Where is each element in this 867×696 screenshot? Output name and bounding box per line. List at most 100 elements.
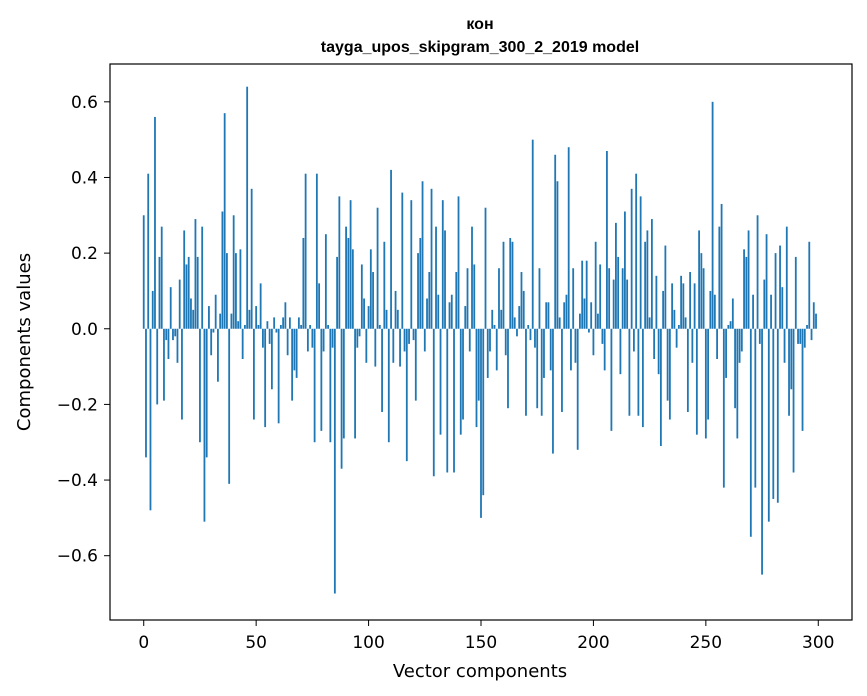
bar-59 (275, 328, 278, 333)
bar-234 (668, 328, 671, 420)
bar-264 (736, 328, 739, 439)
x-tick-label: 250 (690, 633, 722, 653)
bar-102 (372, 272, 374, 329)
bar-167 (518, 306, 521, 329)
bar-103 (374, 328, 377, 367)
bar-294 (803, 328, 806, 348)
bar-226 (650, 219, 653, 329)
bar-176 (538, 268, 541, 329)
x-tick-label: 200 (577, 633, 609, 653)
bar-287 (788, 328, 790, 416)
bar-266 (740, 328, 743, 352)
bar-250 (704, 328, 707, 439)
bar-49 (253, 328, 255, 420)
bar-204 (601, 328, 604, 344)
bar-236 (673, 309, 676, 329)
bar-65 (288, 317, 291, 329)
y-ticks-group: −0.6 −0.4 −0.2 0.0 0.2 0.4 0.6 (57, 93, 110, 567)
bar-238 (677, 324, 680, 329)
bar-101 (369, 249, 372, 329)
bar-134 (444, 230, 446, 329)
bar-297 (810, 328, 813, 341)
bar-115 (401, 192, 404, 329)
bar-133 (441, 200, 444, 329)
bar-261 (729, 321, 732, 329)
bar-220 (637, 328, 640, 416)
bar-91 (347, 237, 350, 329)
bar-46 (246, 86, 249, 329)
bar-43 (239, 249, 242, 329)
bar-270 (749, 328, 752, 537)
bar-51 (257, 324, 260, 329)
bar-178 (543, 328, 545, 378)
bar-90 (345, 226, 347, 329)
bar-244 (691, 328, 694, 363)
bar-246 (695, 328, 698, 435)
bar-211 (617, 256, 620, 329)
bar-16 (178, 279, 181, 329)
bar-205 (603, 328, 606, 371)
bar-37 (226, 253, 228, 329)
bar-253 (711, 101, 714, 329)
bar-214 (624, 211, 626, 329)
bar-126 (426, 298, 428, 329)
bar-41 (235, 253, 237, 329)
bar-280 (772, 328, 775, 499)
y-tick-label: 0.0 (71, 320, 98, 340)
bar-240 (682, 283, 685, 329)
bar-283 (779, 245, 781, 329)
bar-215 (626, 279, 629, 329)
bar-222 (641, 328, 644, 428)
bar-173 (531, 139, 534, 329)
bar-279 (770, 294, 772, 329)
bar-122 (417, 253, 419, 329)
bar-168 (520, 272, 523, 329)
bar-81 (324, 234, 327, 329)
bar-121 (414, 328, 417, 401)
bar-118 (408, 328, 410, 344)
bar-155 (491, 309, 494, 329)
bar-179 (545, 302, 548, 329)
bar-293 (801, 328, 804, 431)
bar-50 (255, 306, 258, 329)
bar-125 (423, 328, 426, 352)
bar-104 (376, 207, 379, 329)
x-tick-label: 50 (245, 633, 267, 653)
bar-262 (731, 298, 734, 329)
bar-289 (792, 328, 795, 473)
bar-14 (174, 328, 177, 337)
bar-11 (167, 328, 170, 360)
bar-45 (244, 324, 246, 329)
bar-54 (264, 328, 267, 428)
bar-174 (534, 328, 536, 348)
bar-53 (262, 328, 264, 348)
bar-251 (707, 328, 709, 420)
bar-206 (606, 150, 608, 329)
bar-288 (790, 328, 793, 390)
bar-85 (333, 328, 336, 594)
bar-243 (689, 272, 692, 329)
bar-93 (351, 249, 354, 329)
bar-87 (338, 196, 341, 329)
y-tick-label: −0.4 (57, 471, 98, 491)
bar-159 (500, 309, 503, 329)
bar-40 (232, 215, 235, 329)
bar-277 (765, 234, 768, 329)
bar-202 (597, 313, 599, 329)
bar-74 (309, 324, 312, 329)
bar-24 (196, 256, 199, 329)
bar-233 (666, 328, 669, 401)
bar-47 (248, 309, 251, 329)
bar-32 (214, 294, 217, 329)
chart-title-line2: tayga_upos_skipgram_300_2_2019 model (321, 39, 639, 56)
bar-78 (318, 283, 321, 329)
bar-13 (172, 328, 174, 341)
bar-57 (270, 328, 273, 390)
bar-258 (722, 328, 725, 488)
bar-132 (439, 328, 442, 435)
bar-296 (808, 241, 811, 329)
bar-75 (311, 328, 314, 348)
bar-38 (228, 328, 231, 484)
bar-182 (552, 328, 554, 454)
